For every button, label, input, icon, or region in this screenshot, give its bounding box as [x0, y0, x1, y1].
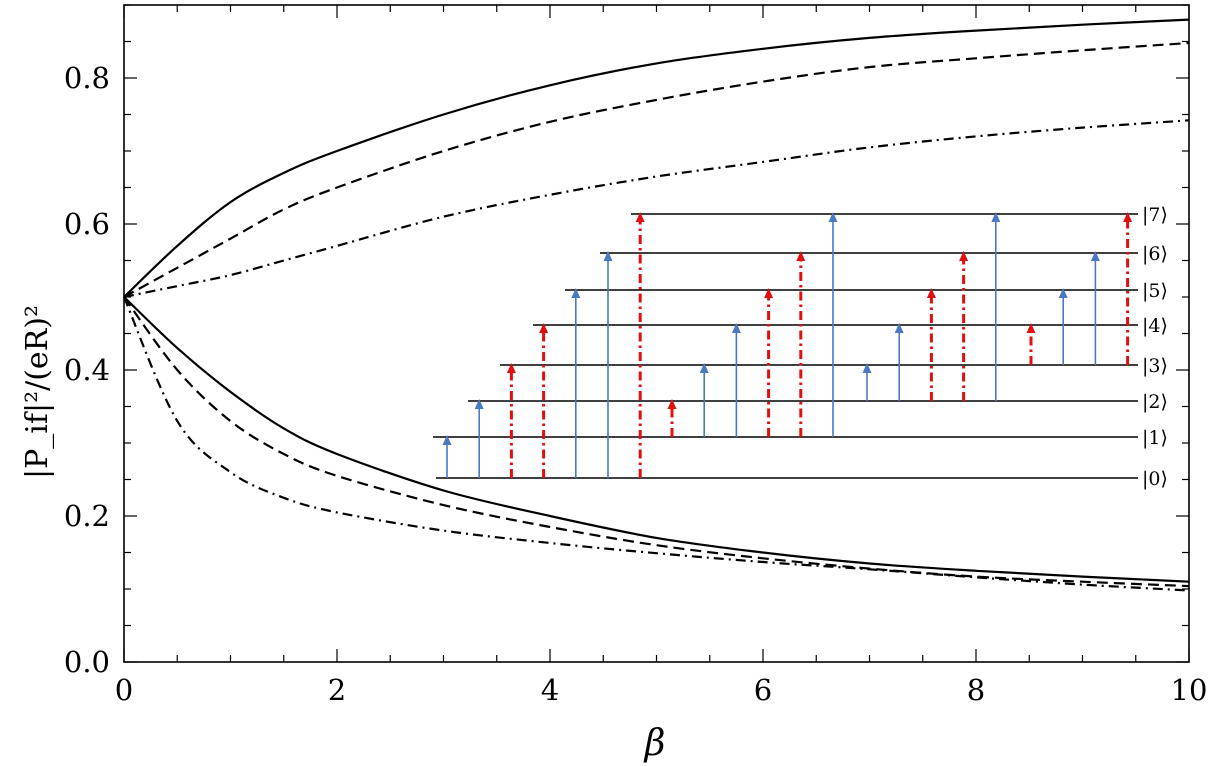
transition-arrowhead	[1090, 251, 1100, 261]
x-tick-label: 10	[1171, 673, 1208, 707]
y-tick-label: 0.6	[64, 207, 110, 241]
transition-arrowhead	[635, 212, 645, 222]
transition-arrowhead	[764, 288, 774, 298]
transition-arrowhead	[959, 251, 969, 261]
series-line-upper-dashed	[123, 41, 1190, 298]
transition-arrowhead	[1026, 323, 1036, 333]
y-tick-label: 0.4	[64, 353, 110, 387]
series-line-lower-solid	[123, 296, 1190, 583]
x-tick-label: 8	[967, 673, 985, 707]
transition-arrowhead	[699, 363, 709, 373]
energy-level-label: |2⟩	[1142, 391, 1168, 413]
transition-arrowhead	[539, 323, 549, 333]
inset-energy-diagram: |0⟩ |1⟩ |2⟩ |3⟩ |4⟩ |5⟩ |6⟩ |7⟩	[433, 204, 1168, 490]
transition-arrowhead	[474, 399, 484, 409]
transition-arrowhead	[506, 363, 516, 373]
transition-arrowhead	[991, 212, 1001, 222]
transition-arrowhead	[442, 435, 452, 445]
transition-arrowhead	[894, 323, 904, 333]
x-tick-label: 2	[328, 673, 346, 707]
x-tick-label: 6	[754, 673, 772, 707]
series-line-lower-dash-dot	[122, 296, 1190, 592]
energy-level-label: |7⟩	[1142, 204, 1168, 226]
transition-arrowhead	[862, 363, 872, 373]
transition-arrowhead	[667, 399, 677, 409]
x-axis-label: β	[643, 723, 666, 764]
energy-level-label: |0⟩	[1142, 468, 1168, 490]
energy-level-label: |6⟩	[1142, 243, 1168, 265]
energy-level-label: |4⟩	[1142, 315, 1168, 337]
series-line-upper-solid	[123, 18, 1190, 298]
transition-arrowhead	[828, 212, 838, 222]
transition-arrowhead	[571, 288, 581, 298]
energy-level-label: |3⟩	[1142, 355, 1168, 377]
y-tick-label: 0.0	[64, 645, 110, 679]
curves-layer	[122, 18, 1190, 592]
transition-arrowhead	[1058, 288, 1068, 298]
x-tick-label: 0	[115, 673, 133, 707]
y-tick-label: 0.8	[64, 61, 110, 95]
energy-level-label: |1⟩	[1142, 427, 1168, 449]
transition-arrowhead	[796, 251, 806, 261]
axis-ticks: 0 2 4 6 8 10 0.0 0.2 0.4 0.6 0.8	[64, 4, 1208, 707]
transition-arrowhead	[926, 288, 936, 298]
transition-arrowhead	[731, 323, 741, 333]
y-axis-label: |P_if|²/(eR)²	[20, 305, 55, 479]
y-tick-label: 0.2	[64, 499, 110, 533]
transition-arrowhead	[603, 251, 613, 261]
energy-level-label: |5⟩	[1142, 280, 1168, 302]
x-tick-label: 4	[541, 673, 559, 707]
transition-arrowhead	[1123, 212, 1133, 222]
series-line-upper-dash-dot	[123, 119, 1190, 299]
